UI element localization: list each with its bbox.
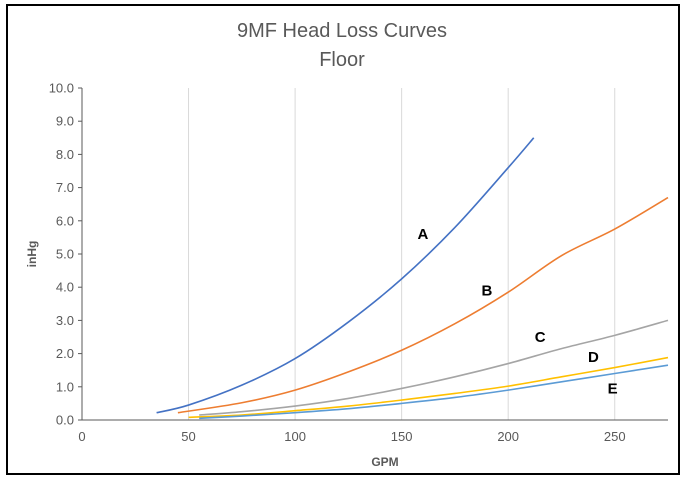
x-tick-label: 0 — [78, 429, 85, 444]
chart-title: 9MF Head Loss Curves — [237, 20, 447, 42]
x-tick-label: 50 — [181, 429, 195, 444]
y-tick-label: 10.0 — [49, 81, 74, 96]
series-label-a: A — [418, 226, 429, 243]
y-tick-label: 9.0 — [56, 114, 74, 129]
y-tick-label: 0.0 — [56, 413, 74, 428]
series-line-c — [199, 319, 669, 416]
series-line-a — [156, 137, 535, 414]
series-label-d: D — [588, 349, 599, 366]
chart-subtitle: Floor — [319, 49, 365, 71]
series-line-b — [177, 196, 669, 414]
x-axis-label: GPM — [371, 455, 398, 469]
y-tick-label: 2.0 — [56, 346, 74, 361]
y-axis-label: inHg — [25, 241, 39, 268]
series-line-d — [188, 356, 669, 419]
x-tick-label: 250 — [604, 429, 626, 444]
series-line-e — [199, 364, 669, 420]
y-tick-label: 4.0 — [56, 280, 74, 295]
y-tick-label: 3.0 — [56, 313, 74, 328]
chart-frame — [6, 4, 680, 475]
y-tick-label: 5.0 — [56, 247, 74, 262]
series-label-e: E — [608, 380, 618, 397]
y-tick-label: 1.0 — [56, 379, 74, 394]
x-tick-label: 150 — [391, 429, 413, 444]
y-tick-label: 7.0 — [56, 180, 74, 195]
x-tick-label: 200 — [497, 429, 519, 444]
series-label-c: C — [535, 329, 546, 346]
y-tick-label: 6.0 — [56, 213, 74, 228]
y-tick-label: 8.0 — [56, 147, 74, 162]
x-tick-label: 100 — [284, 429, 306, 444]
series-label-b: B — [481, 283, 492, 300]
